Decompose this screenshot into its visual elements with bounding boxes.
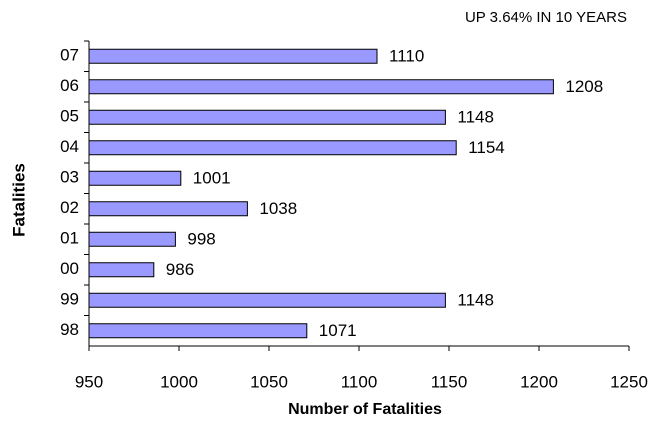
value-label: 1001 (193, 169, 231, 188)
bar (88, 323, 308, 339)
value-label: 986 (166, 260, 194, 279)
bar (88, 79, 554, 95)
x-tick-label: 1150 (431, 372, 468, 391)
bar (88, 109, 446, 125)
y-tick-label: 07 (60, 46, 79, 65)
value-label: 998 (187, 230, 215, 249)
y-tick-label: 99 (60, 290, 79, 309)
y-tick-label: 00 (60, 259, 79, 278)
y-axis-label: Fatalities (9, 163, 28, 237)
value-label: 1110 (389, 47, 424, 66)
y-tick-label: 01 (60, 229, 79, 248)
bar (88, 262, 155, 278)
y-tick-label: 98 (60, 320, 79, 339)
bar (88, 231, 176, 247)
value-label: 1148 (457, 108, 494, 127)
bar (88, 170, 182, 186)
x-tick-label: 1050 (250, 372, 288, 391)
x-tick-label: 1250 (610, 372, 648, 391)
y-tick-label: 03 (60, 168, 79, 187)
x-tick-label: 950 (75, 372, 103, 391)
bar (88, 140, 457, 156)
value-label: 1208 (565, 77, 603, 96)
y-tick-label: 05 (60, 107, 79, 126)
y-tick-label: 04 (60, 137, 79, 156)
x-tick-label: 1200 (520, 372, 558, 391)
value-label: 1071 (319, 321, 357, 340)
bar (88, 48, 378, 64)
value-label: 1038 (259, 199, 297, 218)
bar (88, 201, 248, 217)
x-axis-label: Number of Fatalities (288, 401, 442, 418)
bar (88, 292, 446, 308)
value-label: 1148 (457, 291, 494, 310)
x-tick-label: 1100 (341, 372, 378, 391)
chart-title: UP 3.64% IN 10 YEARS (465, 9, 627, 26)
y-tick-label: 06 (60, 76, 79, 95)
x-tick-label: 1000 (160, 372, 198, 391)
value-label: 1154 (468, 138, 505, 157)
y-tick-label: 02 (60, 198, 79, 217)
